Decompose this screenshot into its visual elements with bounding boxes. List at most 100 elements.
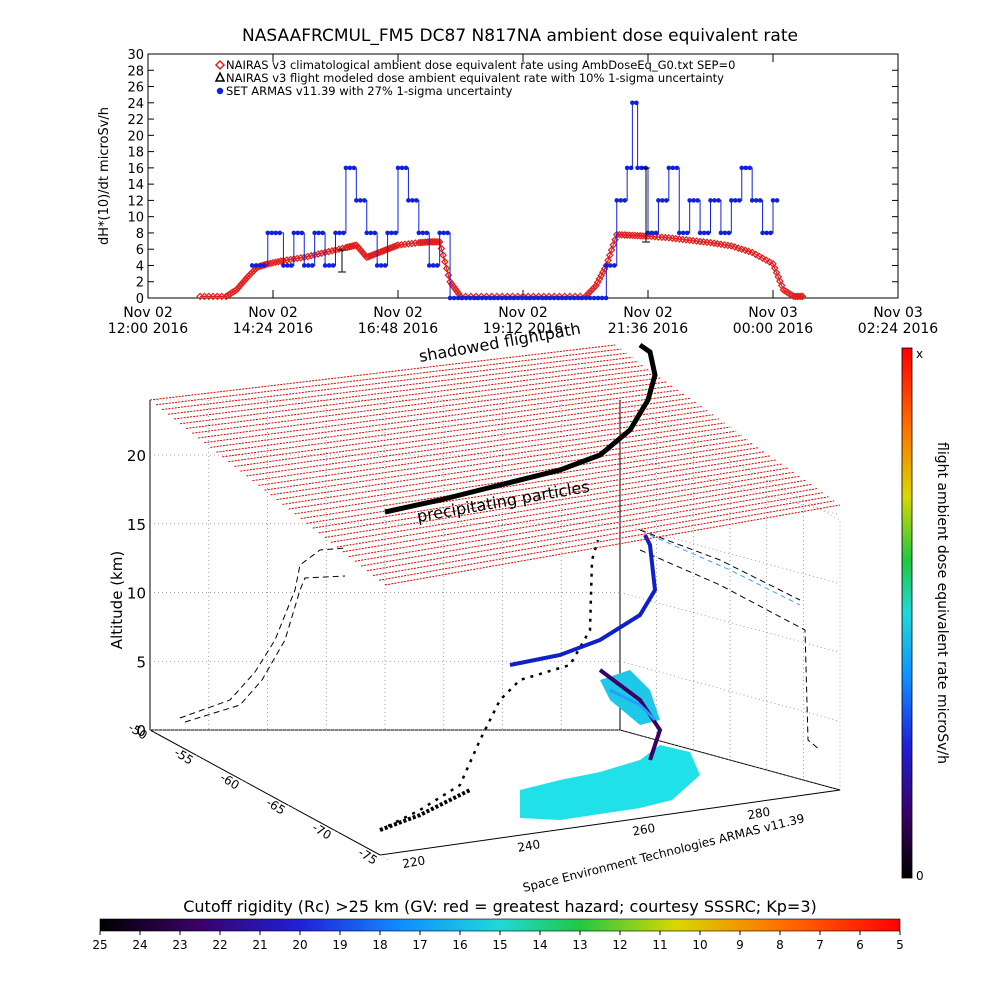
- blue-series-point: [467, 295, 473, 301]
- altitude-tick-label: 0: [136, 722, 146, 740]
- latitude-tick-label: -60: [218, 770, 242, 792]
- blue-series-point: [471, 295, 477, 301]
- blue-series-point: [372, 230, 378, 236]
- blue-series-point: [277, 230, 283, 236]
- y-tick-label: 30: [127, 48, 144, 63]
- longitude-tick-label: 260: [631, 821, 656, 839]
- blue-series-point: [666, 165, 672, 171]
- blue-series-point: [420, 230, 426, 236]
- blue-series-point: [382, 263, 388, 268]
- blue-series-point: [426, 263, 432, 268]
- longitude-tick-label: 220: [401, 853, 426, 871]
- red-series-point: [798, 292, 807, 301]
- red-series-point: [585, 289, 593, 297]
- red-series-point: [317, 249, 326, 258]
- rc-tick-label: 21: [252, 938, 267, 952]
- red-series-point: [758, 254, 767, 262]
- y-tick-label: 22: [127, 113, 144, 128]
- blue-series-point: [269, 230, 275, 236]
- red-series-point: [765, 258, 774, 266]
- red-series-point: [439, 251, 447, 260]
- x-tick-label-time: 21:36 2016: [608, 321, 689, 337]
- red-series-point: [441, 257, 449, 266]
- blue-series-point: [368, 230, 374, 236]
- y-tick-label: 4: [136, 259, 144, 274]
- blue-series-point: [684, 230, 690, 236]
- blue-series-point: [495, 295, 501, 301]
- altitude-tick-label: 20: [127, 447, 146, 465]
- blue-series-point: [628, 165, 634, 171]
- blue-series-point: [499, 295, 505, 301]
- red-series-point: [628, 231, 637, 240]
- rc-colorbar: [99, 918, 901, 932]
- blue-series-point: [622, 198, 628, 203]
- blue-series-point: [670, 165, 676, 171]
- blue-series-point: [523, 295, 529, 301]
- y-tick-label: 0: [136, 292, 144, 307]
- blue-series-point: [543, 295, 549, 301]
- y-axis-label: dH*(10)/dt microSv/h: [97, 107, 112, 245]
- blue-series-point: [547, 295, 553, 301]
- red-series-point: [328, 246, 336, 255]
- blue-series-point: [595, 295, 601, 301]
- blue-series-point: [281, 263, 286, 268]
- rc-tick-label: 5: [896, 938, 904, 952]
- blue-series-point: [531, 295, 537, 301]
- blue-series-point: [614, 198, 620, 203]
- blue-series-point: [539, 295, 545, 301]
- blue-series-point: [341, 230, 346, 236]
- blue-series-point: [591, 295, 597, 301]
- red-series-point: [296, 254, 305, 262]
- blue-series-point: [676, 230, 682, 236]
- blue-series-point: [479, 295, 485, 301]
- red-series-point: [607, 246, 616, 254]
- red-series-point: [366, 252, 375, 260]
- blue-series-point: [249, 263, 255, 268]
- blue-series-point: [399, 165, 405, 171]
- blue-series-point: [389, 230, 394, 236]
- blue-series-point: [322, 263, 328, 268]
- blue-series-point: [441, 230, 446, 236]
- rc-tick-label: 25: [92, 938, 107, 952]
- blue-series-point: [395, 165, 401, 171]
- blue-series-point: [555, 295, 561, 301]
- blue-series-point: [618, 198, 624, 203]
- red-series-point: [636, 231, 645, 240]
- dose-colorbar-label: flight ambient dose equivalent rate micr…: [934, 442, 950, 764]
- red-series-point: [362, 253, 371, 262]
- blue-series-point: [511, 295, 517, 301]
- red-series-point: [401, 240, 409, 249]
- red-series-point: [237, 279, 246, 288]
- blue-series-point: [653, 230, 659, 236]
- red-series-point: [625, 231, 634, 240]
- blue-series-point: [630, 100, 635, 106]
- blue-series-point: [507, 295, 513, 301]
- blue-series-point: [579, 295, 585, 301]
- red-series-line: [200, 233, 805, 297]
- cutoff-rigidity-plane: [149, 344, 841, 586]
- red-series-point: [796, 292, 805, 301]
- legend-item-1: NAIRAS v3 climatological ambient dose eq…: [226, 58, 735, 72]
- y-tick-label: 6: [136, 243, 144, 258]
- blue-series-point: [414, 198, 419, 203]
- rc-tick-label: 9: [736, 938, 744, 952]
- blue-series-point: [354, 198, 359, 203]
- red-series-point: [633, 231, 642, 240]
- altitude-label: Altitude (km): [108, 551, 126, 649]
- y-tick-label: 20: [127, 129, 144, 144]
- rc-tick-label: 18: [372, 938, 387, 952]
- rc-colorbar-ticks: 25 24 23 22 21 20 19 18 17 16 15 14 13 12 11 10 9 8 7 6 5: [92, 931, 904, 952]
- altitude-tick-label: 15: [127, 516, 146, 534]
- red-series-point: [408, 239, 416, 248]
- blue-series-point: [716, 198, 721, 203]
- credit-text: Space Environment Technologies ARMAS v11…: [521, 811, 805, 895]
- red-series-point: [349, 242, 357, 250]
- red-series-point: [232, 286, 241, 294]
- red-series-point: [250, 266, 258, 275]
- blue-series-point: [535, 295, 541, 301]
- red-series-point: [524, 292, 533, 301]
- red-series-point: [609, 241, 618, 249]
- blue-series-point: [608, 263, 613, 268]
- red-series-point: [236, 281, 244, 290]
- chart-title: NASAAFRCMUL_FM5 DC87 N817NA ambient dose…: [242, 26, 798, 46]
